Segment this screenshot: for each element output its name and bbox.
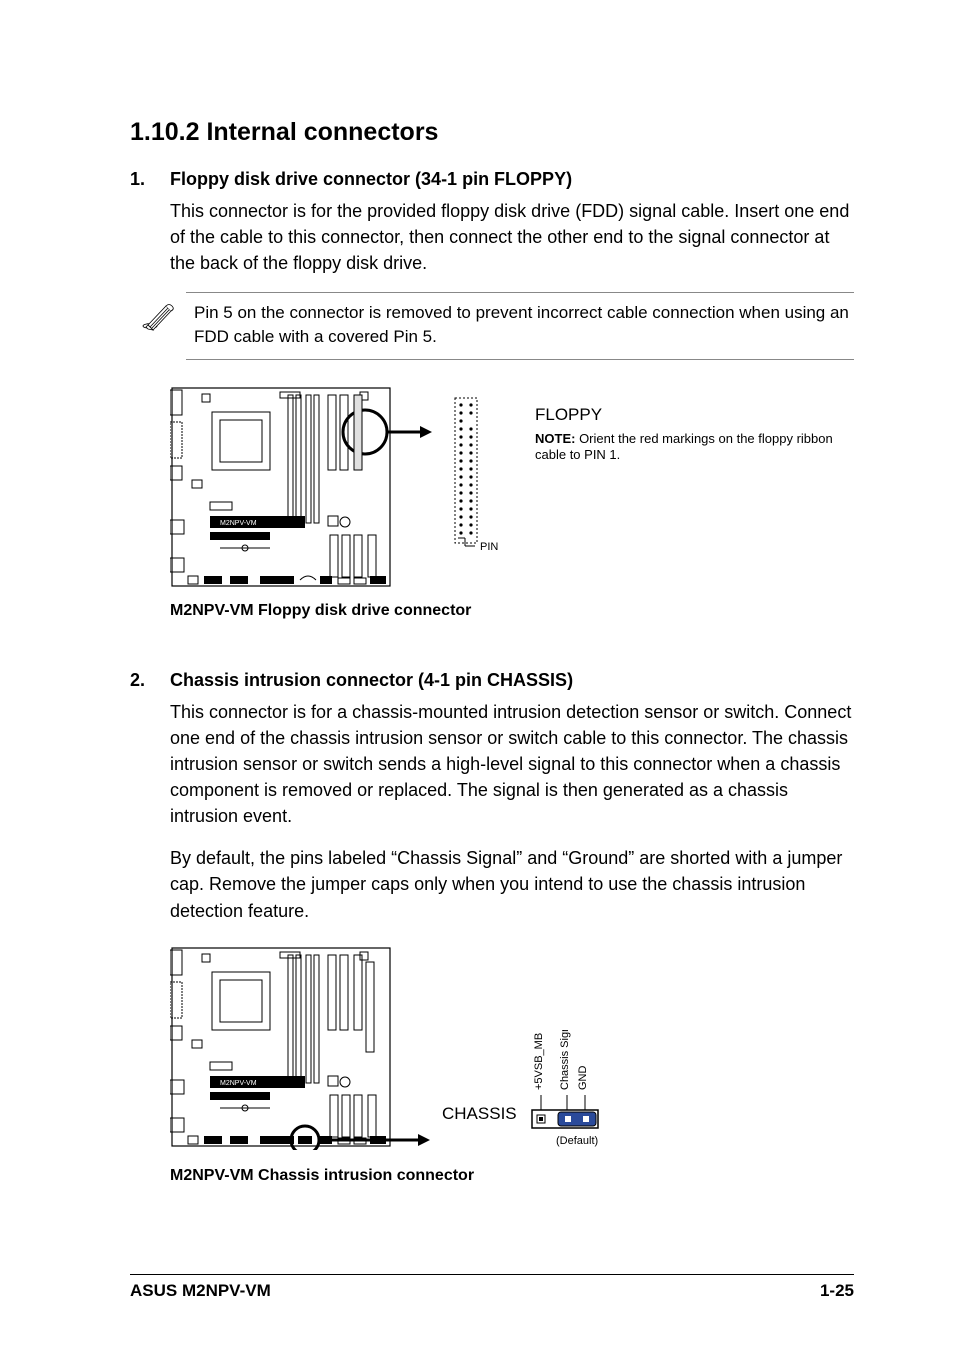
item-1-body: This connector is for the provided flopp… <box>170 198 854 276</box>
note-box-1: Pin 5 on the connector is removed to pre… <box>130 292 854 360</box>
footer-right: 1-25 <box>820 1281 854 1301</box>
chassis-connector-label: CHASSIS <box>442 1104 517 1124</box>
footer-left: ASUS M2NPV-VM <box>130 1281 271 1301</box>
item-2-body-1: This connector is for a chassis-mounted … <box>170 699 854 829</box>
chassis-connector-diagram: +5VSB_MB Chassis Signal GND (Default) <box>520 940 710 1155</box>
item-2-heading-row: 2. Chassis intrusion connector (4-1 pin … <box>130 670 854 691</box>
diagram-1: PIN 1 M2NPV-VM FL <box>170 380 854 590</box>
floppy-note-text: Orient the red markings on the floppy ri… <box>535 431 833 462</box>
caption-1: M2NPV-VM Floppy disk drive connector <box>170 602 854 620</box>
note-1-text: Pin 5 on the connector is removed to pre… <box>194 301 854 349</box>
floppy-note-bold: NOTE: <box>535 431 575 446</box>
default-label: (Default) <box>556 1135 598 1147</box>
item-1-heading: Floppy disk drive connector (34-1 pin FL… <box>170 169 572 190</box>
board-label-2: M2NPV-VM <box>220 1080 257 1087</box>
floppy-connector-label: FLOPPY <box>535 405 854 425</box>
page-footer: ASUS M2NPV-VM 1-25 <box>130 1274 854 1301</box>
item-1-heading-row: 1. Floppy disk drive connector (34-1 pin… <box>130 169 854 190</box>
board-diagram-1: PIN 1 M2NPV-VM <box>170 380 500 590</box>
pin-label-2: GND <box>577 1065 589 1090</box>
section-number: 1.10.2 <box>130 118 200 146</box>
item-2-body-2: By default, the pins labeled “Chassis Si… <box>170 845 854 923</box>
section-name: Internal connectors <box>206 118 438 146</box>
pin-label-0: +5VSB_MB <box>533 1032 545 1089</box>
diagram-2: M2NPV-VM <box>170 940 854 1155</box>
caption-2: M2NPV-VM Chassis intrusion connector <box>170 1167 854 1185</box>
section-title: 1.10.2 Internal connectors <box>130 118 854 147</box>
item-2-heading: Chassis intrusion connector (4-1 pin CHA… <box>170 670 573 691</box>
floppy-side-note: NOTE: Orient the red markings on the flo… <box>535 431 854 464</box>
item-2-number: 2. <box>130 670 170 691</box>
pin-label-1: Chassis Signal <box>559 1030 571 1090</box>
item-1-number: 1. <box>130 169 170 190</box>
pencil-icon <box>130 292 186 334</box>
pin1-label: PIN 1 <box>480 541 500 553</box>
board-label-1: M2NPV-VM <box>220 520 257 527</box>
board-diagram-2: M2NPV-VM <box>170 940 450 1150</box>
